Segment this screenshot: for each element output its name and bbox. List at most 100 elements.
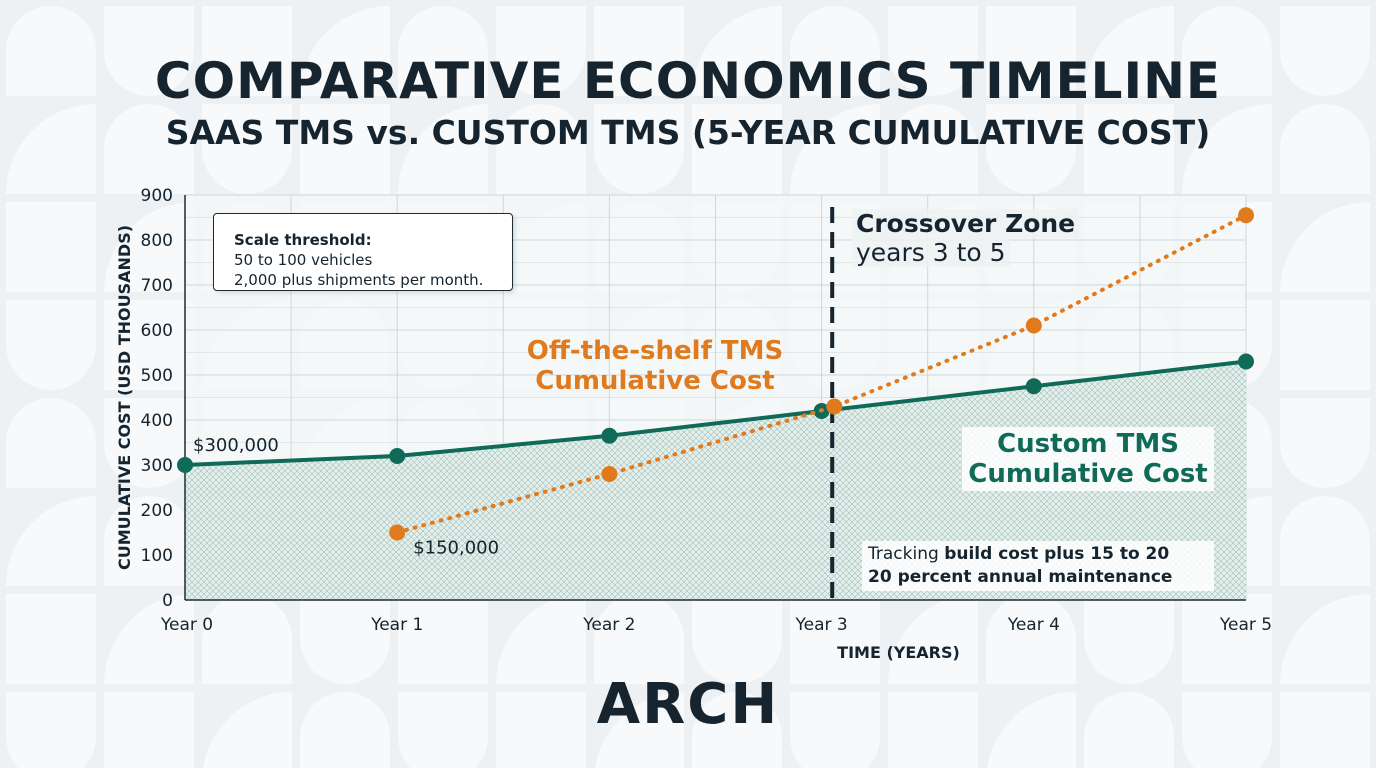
bg-arch-shape [1182,104,1272,194]
arch-logo: ARCH [596,672,780,737]
crossover-zone-title: Crossover Zone [852,209,1080,238]
bg-arch-shape [6,104,96,194]
bg-arch-shape [104,300,194,390]
bg-arch-shape [595,692,684,768]
bg-arch-shape [1280,398,1370,488]
bg-arch-shape [1280,202,1370,292]
tracking-note-prefix: Tracking [868,544,945,564]
scale-threshold-line-vehicles: 50 to 100 vehicles [234,251,373,269]
x-tick-label: Year 4 [1007,615,1060,635]
bg-arch-shape [1182,594,1272,684]
bg-arch-shape [692,6,782,96]
bg-arch-shape [1280,594,1370,684]
x-tick-label: Year 2 [582,615,635,635]
bg-arch-shape [398,6,488,96]
bg-arch-shape [888,104,978,194]
bg-arch-shape [888,692,978,768]
bg-arch-shape [203,692,292,768]
bg-arch-shape [202,594,292,684]
saas-data-point [1238,207,1254,224]
bg-arch-shape [104,398,194,488]
bg-arch-shape [1280,104,1370,194]
bg-arch-shape [692,594,782,684]
bg-arch-shape [300,6,390,96]
annotation-label: $150,000 [413,538,499,559]
bg-arch-shape [1280,6,1370,96]
x-tick-label: Year 1 [370,615,423,635]
bg-arch-shape [594,594,684,684]
x-axis-title: TIME (YEARS) [837,643,960,662]
bg-arch-shape [1084,594,1174,684]
bg-arch-shape [790,6,880,96]
bg-arch-shape [6,202,96,292]
annotation-label: $300,000 [193,435,279,456]
y-tick-label: 300 [141,456,173,476]
saas-data-point [826,398,843,415]
bg-arch-shape [1280,496,1370,586]
custom-cost-area [185,361,1246,600]
bg-arch-shape [104,692,194,768]
chart-labels: $300,000 $150,000 [193,435,499,559]
bg-arch-shape [104,496,194,586]
x-tick-label: Year 5 [1219,615,1272,635]
crossover-zone-subtitle: years 3 to 5 [852,238,1010,267]
bg-arch-shape [6,300,96,390]
bg-arch-shape [6,692,96,768]
x-tick-label: Year 3 [794,615,847,635]
bg-arch-shape [1182,692,1272,768]
bg-arch-shape [104,6,194,96]
bg-arch-shape [1280,300,1370,390]
y-tick-label: 500 [141,366,173,386]
custom-area-fill [185,361,1246,600]
bg-arch-shape [202,104,292,194]
bg-arch-shape [692,692,782,768]
bg-arch-shape [1182,6,1272,96]
bg-arch-shape [202,6,292,96]
bg-arch-shape [790,692,880,768]
bg-arch-shape [790,594,880,684]
bg-arch-shape [888,594,978,684]
y-tick-label: 0 [162,591,173,611]
bg-arch-shape [692,104,782,194]
scale-threshold-heading: Scale threshold: [234,231,372,249]
x-tick-label: Year 0 [160,615,213,635]
y-tick-label: 900 [141,186,173,206]
y-tick-label: 400 [141,411,173,431]
saas-series-label: Off-the-shelf TMS Cumulative Cost [500,336,810,396]
bg-arch-shape [104,104,194,194]
custom-data-point [389,448,406,464]
bg-arch-shape [986,6,1076,96]
bg-arch-shape [6,398,96,488]
bg-arch-shape [398,104,488,194]
scale-threshold-note: Scale threshold: 50 to 100 vehicles 2,00… [213,213,513,291]
bg-arch-shape [6,496,96,586]
y-tick-label: 100 [141,546,173,566]
custom-series-label: Custom TMS Cumulative Cost [962,427,1214,491]
saas-data-point [601,466,618,482]
bg-arch-shape [104,202,194,292]
bg-arch-shape [6,6,96,96]
y-tick-label: 200 [141,501,173,521]
bg-arch-shape [1084,692,1174,768]
bg-arch-shape [1084,104,1174,194]
page-title: COMPARATIVE ECONOMICS TIMELINE [154,52,1222,110]
custom-data-point [1238,353,1254,370]
saas-data-point [1025,317,1042,334]
saas-series-name: Off-the-shelf TMS Cumulative Cost [526,336,784,396]
bg-arch-shape [987,692,1076,768]
tracking-note-bold-2: 20 percent annual maintenance [868,567,1173,587]
chart-axes: 0 100 200 300 400 500 600 700 800 900 Year 0 Year 1… [115,186,1272,662]
bg-arch-shape [300,594,390,684]
saas-data-point [389,524,406,541]
bg-arch-shape [1084,6,1174,96]
bg-arch-shape [300,104,390,194]
bg-arch-shape [888,6,978,96]
custom-data-point [1025,378,1042,395]
custom-data-point [177,457,193,473]
bg-arch-shape [790,104,880,194]
bg-arch-shape [594,104,684,194]
bg-arch-shape [594,6,684,96]
bg-arch-shape [496,692,586,768]
y-tick-label: 700 [141,276,173,296]
